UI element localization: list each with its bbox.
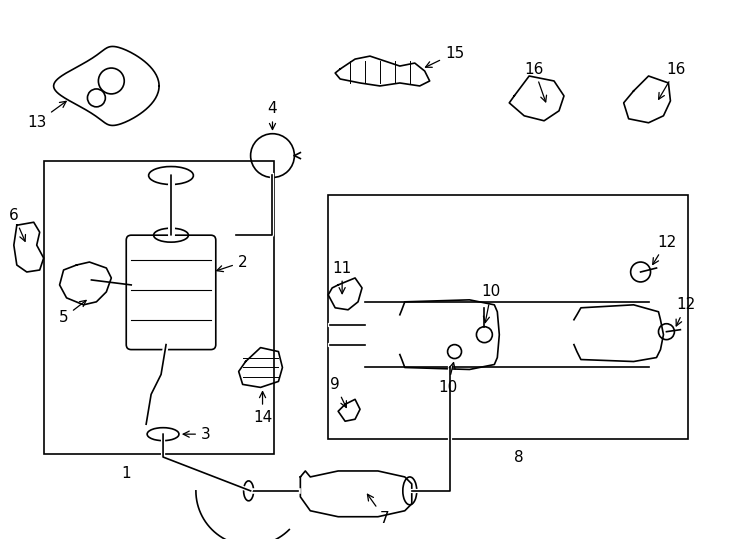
Text: 13: 13 bbox=[27, 102, 66, 130]
Text: 4: 4 bbox=[268, 102, 277, 130]
Text: 9: 9 bbox=[330, 377, 346, 408]
Text: 11: 11 bbox=[333, 260, 352, 294]
Text: 2: 2 bbox=[217, 254, 247, 272]
Bar bbox=[43, 160, 275, 454]
Text: 5: 5 bbox=[59, 300, 86, 325]
Text: 1: 1 bbox=[121, 467, 131, 482]
Text: 16: 16 bbox=[525, 62, 547, 102]
Text: 16: 16 bbox=[658, 62, 686, 99]
Text: 8: 8 bbox=[515, 449, 524, 464]
Text: 10: 10 bbox=[438, 362, 457, 395]
Text: 12: 12 bbox=[676, 298, 696, 326]
Bar bbox=[328, 195, 688, 439]
Text: 3: 3 bbox=[184, 427, 211, 442]
Text: 15: 15 bbox=[426, 45, 464, 68]
Text: 6: 6 bbox=[9, 208, 26, 241]
Text: 14: 14 bbox=[253, 392, 272, 425]
Text: 7: 7 bbox=[368, 494, 390, 526]
Text: 10: 10 bbox=[482, 285, 501, 322]
Text: 12: 12 bbox=[653, 235, 676, 265]
